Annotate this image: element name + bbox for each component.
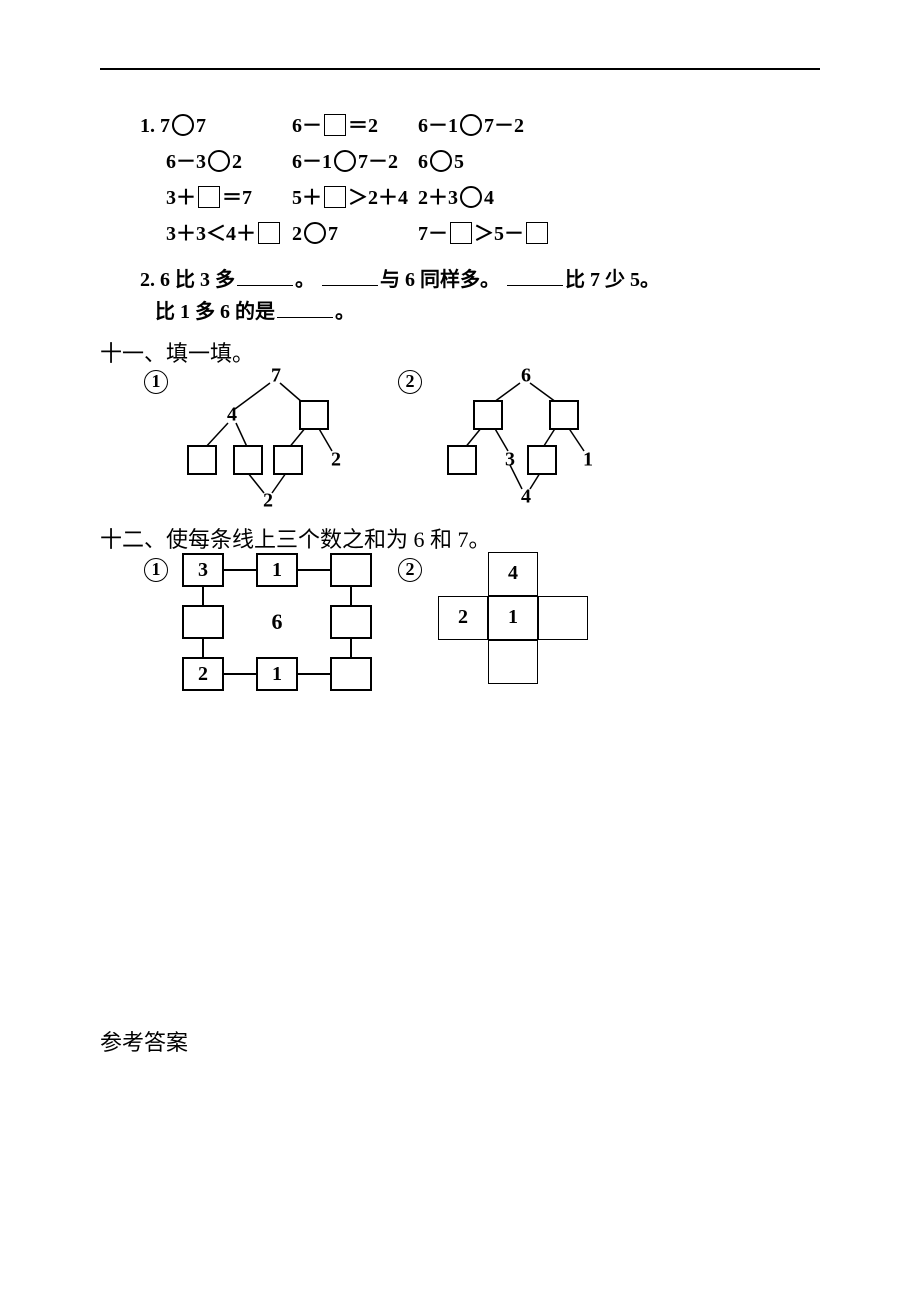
compare-circle (334, 150, 356, 172)
tree-leaf: 1 (583, 449, 593, 472)
blank-square (198, 186, 220, 208)
fill-blank (277, 300, 333, 318)
compare-circle (304, 222, 326, 244)
compare-circle (460, 186, 482, 208)
grid-label: 1 (144, 558, 168, 582)
grid-cell-br (330, 657, 372, 691)
tree-left: 4 (227, 404, 237, 427)
compare-circle (172, 114, 194, 136)
cross-center: 1 (488, 596, 538, 640)
grid-cell-ml (182, 605, 224, 639)
grid-cell-tr (330, 553, 372, 587)
cross-label: 2 (398, 558, 422, 582)
cross-top: 4 (488, 552, 538, 596)
q2-p0: 6 比 3 多 (160, 269, 235, 291)
blank-square (324, 186, 346, 208)
blank-square (324, 114, 346, 136)
q2-p2: 与 6 同样多。 (380, 269, 500, 291)
problem-2: 2. 6 比 3 多。 与 6 同样多。 比 7 少 5。 比 1 多 6 的是… (140, 264, 760, 328)
tree-root: 7 (271, 365, 281, 388)
q2-p5: 。 (335, 301, 355, 323)
grid-cell-tm: 1 (256, 553, 298, 587)
answers-heading: 参考答案 (100, 1025, 188, 1057)
fill-blank (322, 268, 378, 286)
compare-circle (430, 150, 452, 172)
tree-leaf: 3 (505, 449, 515, 472)
cross-puzzle: 4 2 1 (428, 552, 598, 702)
tree-leaf: 2 (331, 449, 341, 472)
section-12-heading: 十二、使每条线上三个数之和为 6 和 7。 (100, 522, 491, 554)
tree-2-label: 2 (398, 370, 422, 394)
problem-2-label: 2. (140, 269, 155, 291)
grid-center: 6 (272, 609, 283, 635)
q2-p4: 比 1 多 6 的是 (155, 301, 275, 323)
tree-bottom: 2 (263, 490, 273, 513)
tree-box (473, 400, 503, 430)
tree-box (187, 445, 217, 475)
tree-root: 6 (521, 365, 531, 388)
problem-1: 1. 77 6－＝2 6－17－2 6－32 6－17－2 65 3＋＝7 5＋… (140, 108, 560, 252)
compare-circle (460, 114, 482, 136)
blank-square (526, 222, 548, 244)
tree-box (549, 400, 579, 430)
cross-bottom (488, 640, 538, 684)
fill-blank (237, 268, 293, 286)
grid-cell-bm: 1 (256, 657, 298, 691)
fill-blank (507, 268, 563, 286)
grid-puzzle: 3 1 6 2 1 (182, 552, 372, 692)
q2-p3: 比 7 少 5。 (565, 269, 660, 291)
problem-1-label: 1. (140, 115, 155, 137)
section-11-heading: 十一、填一填。 (100, 336, 254, 368)
tree-bottom: 4 (521, 486, 531, 509)
cross-left: 2 (438, 596, 488, 640)
compare-circle (208, 150, 230, 172)
tree-1: 7 4 2 2 (180, 365, 380, 515)
grid-cell-mr (330, 605, 372, 639)
tree-box (233, 445, 263, 475)
grid-cell-tl: 3 (182, 553, 224, 587)
tree-box (447, 445, 477, 475)
cross-right (538, 596, 588, 640)
top-rule (100, 68, 820, 70)
grid-cell-bl: 2 (182, 657, 224, 691)
tree-box (273, 445, 303, 475)
tree-box (527, 445, 557, 475)
blank-square (258, 222, 280, 244)
tree-2: 6 3 1 4 (440, 365, 640, 515)
q2-p1: 。 (295, 269, 315, 291)
blank-square (450, 222, 472, 244)
tree-1-label: 1 (144, 370, 168, 394)
tree-box (299, 400, 329, 430)
